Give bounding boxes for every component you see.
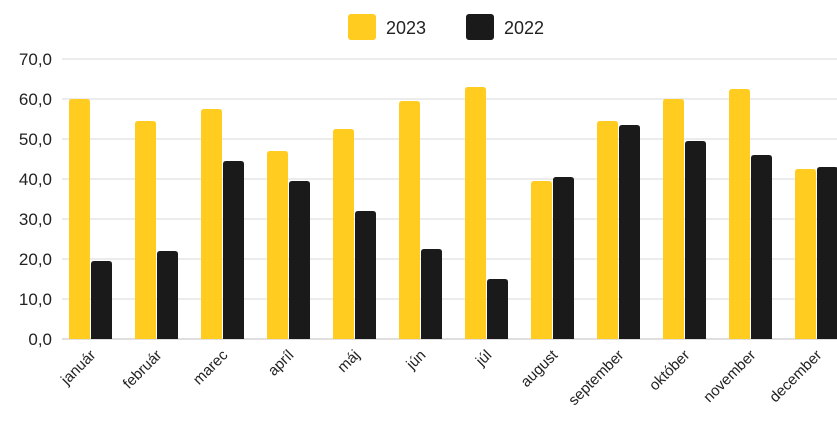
y-tick-label: 0,0 bbox=[28, 330, 52, 349]
bar-2023-júl bbox=[465, 87, 486, 339]
legend-swatch-2023 bbox=[348, 14, 376, 40]
x-tick-label: apríl bbox=[265, 347, 298, 380]
x-tick-label: november bbox=[700, 347, 759, 406]
bar-2023-apríl bbox=[267, 151, 288, 339]
bar-2022-máj bbox=[355, 211, 376, 339]
y-axis: 0,0 10,0 20,0 30,0 40,0 50,0 60,0 70,0 bbox=[19, 50, 52, 349]
y-tick-label: 70,0 bbox=[19, 50, 52, 69]
bar-2023-február bbox=[135, 121, 156, 339]
bar-2023-január bbox=[69, 99, 90, 339]
bar-2022-december bbox=[817, 167, 837, 339]
legend-label-2022: 2022 bbox=[504, 18, 544, 38]
bar-2022-marec bbox=[223, 161, 244, 339]
bar-2023-marec bbox=[201, 109, 222, 339]
y-tick-label: 30,0 bbox=[19, 210, 52, 229]
bars bbox=[69, 87, 837, 339]
legend-swatch-2022 bbox=[466, 14, 494, 40]
bar-2022-október bbox=[685, 141, 706, 339]
bar-2023-november bbox=[729, 89, 750, 339]
bar-2022-august bbox=[553, 177, 574, 339]
x-axis: január február marec apríl máj jún júl august se… bbox=[57, 346, 825, 409]
bar-2023-december bbox=[795, 169, 816, 339]
x-tick-label: marec bbox=[190, 346, 232, 388]
bar-2022-január bbox=[91, 261, 112, 339]
x-tick-label: máj bbox=[334, 347, 363, 376]
legend-label-2023: 2023 bbox=[386, 18, 426, 38]
bar-2023-august bbox=[531, 181, 552, 339]
x-tick-label: júl bbox=[472, 347, 495, 370]
y-tick-label: 40,0 bbox=[19, 170, 52, 189]
bar-2022-apríl bbox=[289, 181, 310, 339]
y-tick-label: 20,0 bbox=[19, 250, 52, 269]
y-tick-label: 50,0 bbox=[19, 130, 52, 149]
bar-2022-február bbox=[157, 251, 178, 339]
x-tick-label: január bbox=[57, 347, 99, 389]
x-tick-label: október bbox=[646, 347, 693, 394]
y-tick-label: 60,0 bbox=[19, 90, 52, 109]
y-tick-label: 10,0 bbox=[19, 290, 52, 309]
bar-2022-júl bbox=[487, 279, 508, 339]
bar-2023-september bbox=[597, 121, 618, 339]
x-tick-label: august bbox=[517, 346, 561, 390]
chart-legend: 2023 2022 bbox=[348, 14, 544, 40]
x-tick-label: jún bbox=[402, 347, 429, 374]
bar-2022-september bbox=[619, 125, 640, 339]
bar-2022-november bbox=[751, 155, 772, 339]
bar-2023-jún bbox=[399, 101, 420, 339]
bar-2023-október bbox=[663, 99, 684, 339]
bar-2022-jún bbox=[421, 249, 442, 339]
bar-2023-máj bbox=[333, 129, 354, 339]
x-tick-label: február bbox=[120, 347, 166, 393]
x-tick-label: september bbox=[565, 347, 627, 409]
x-tick-label: december bbox=[766, 347, 825, 406]
gridlines bbox=[62, 58, 837, 340]
